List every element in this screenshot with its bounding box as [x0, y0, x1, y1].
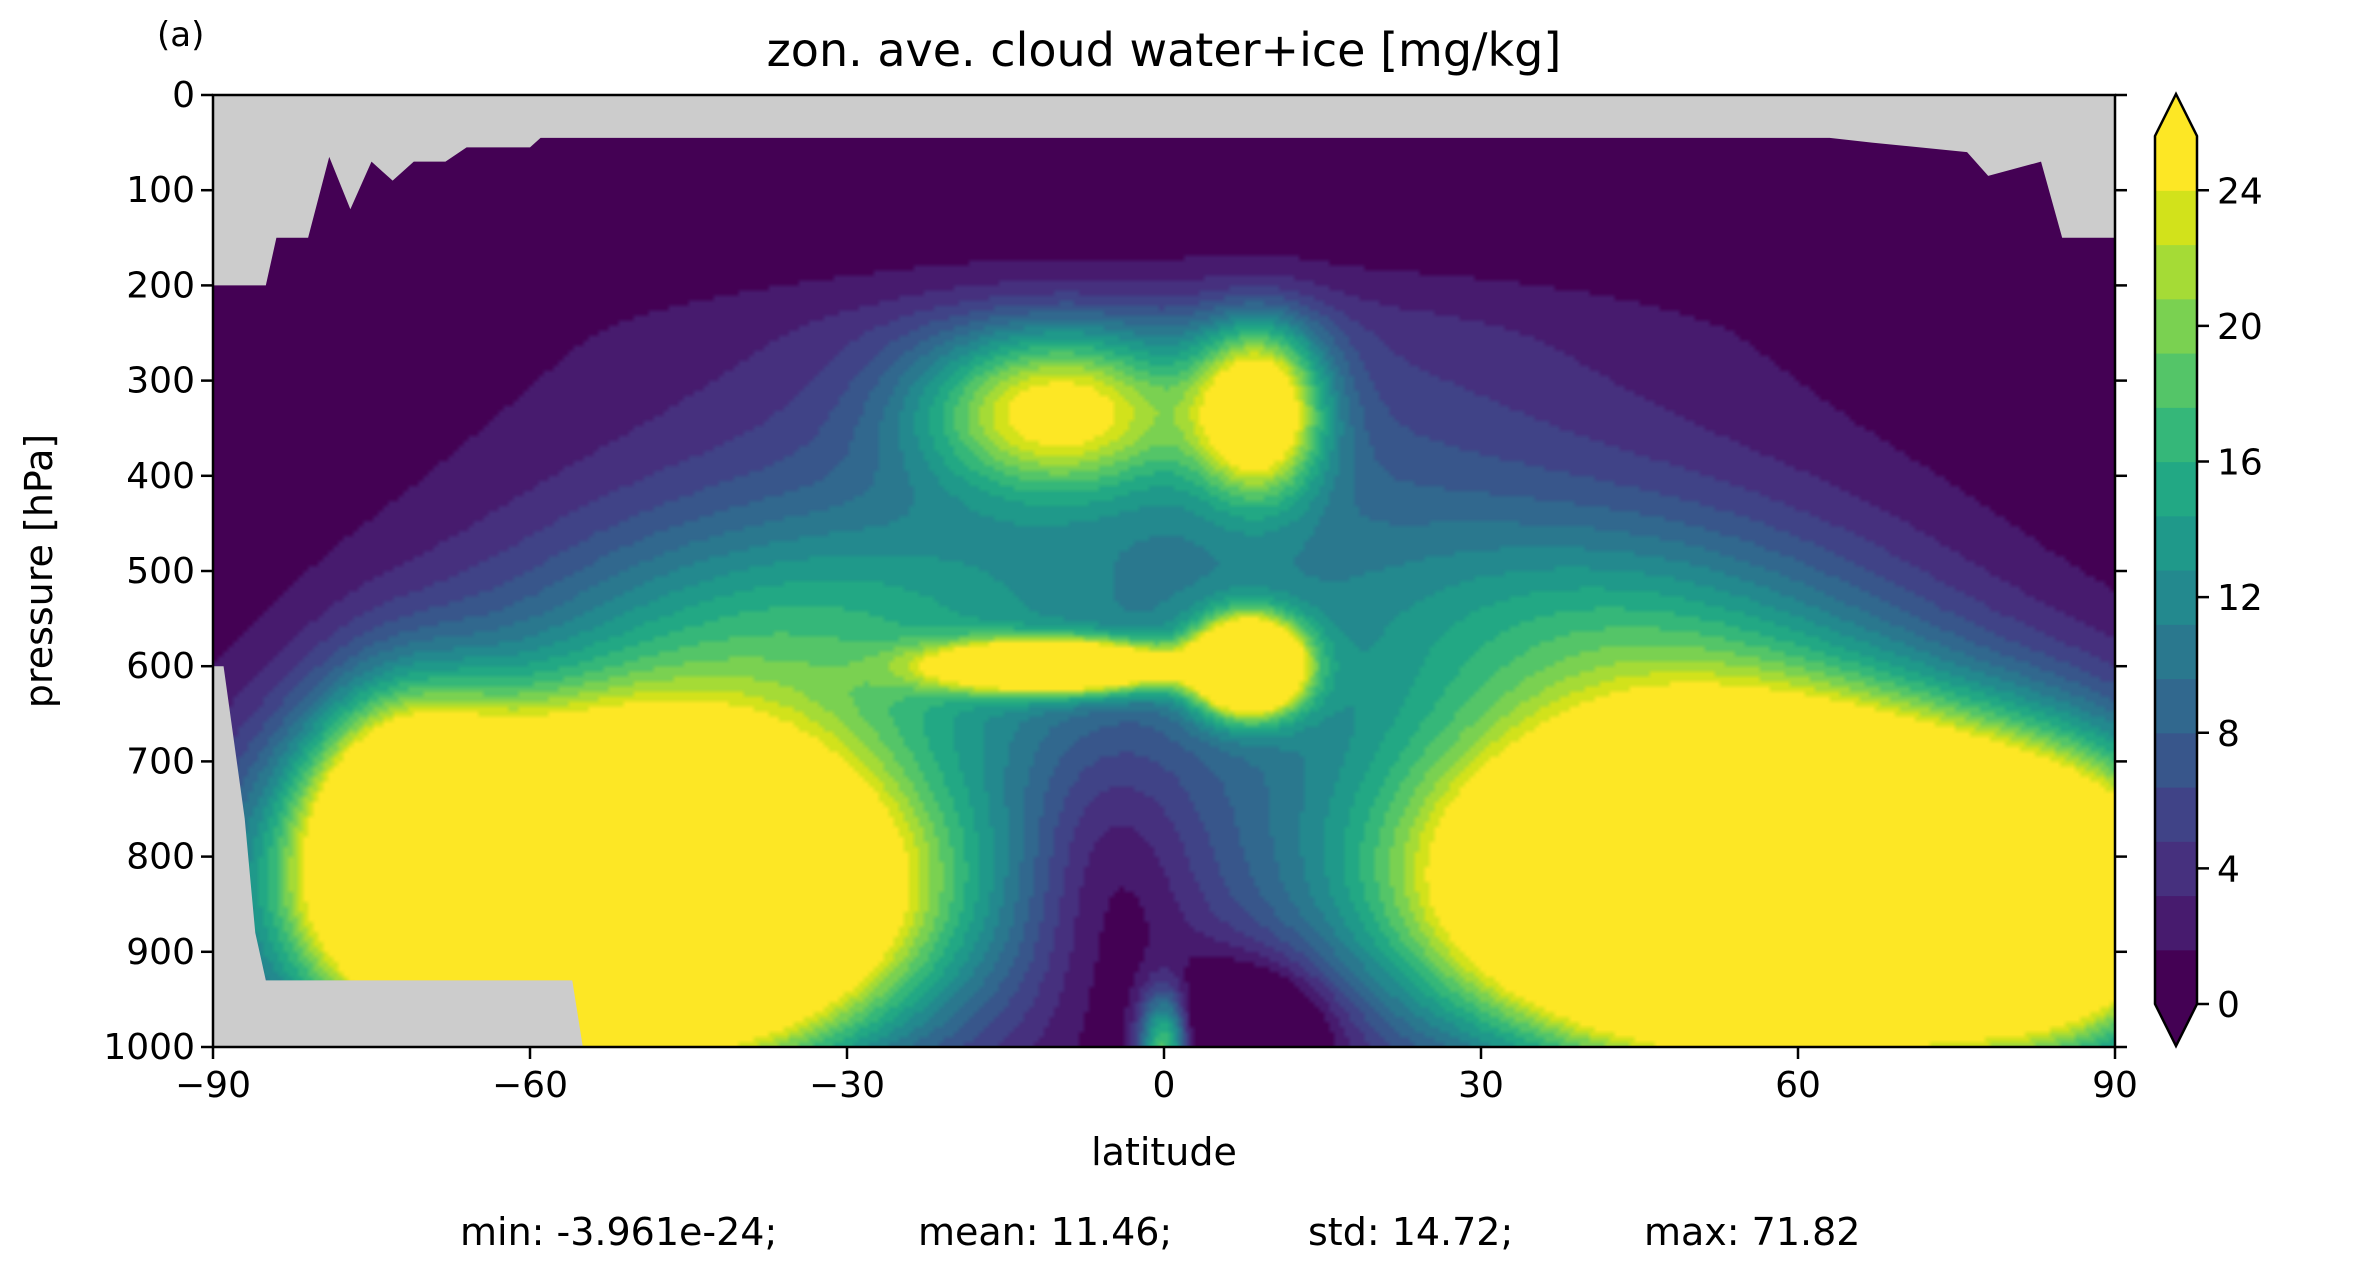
- colorbar-tick-label: 4: [2217, 849, 2240, 890]
- colorbar-extend-bottom: [2155, 1004, 2197, 1046]
- colorbar-band: [2155, 732, 2197, 788]
- y-tick-label: 200: [126, 265, 195, 306]
- y-tick-label: 800: [126, 837, 195, 878]
- colorbar-band: [2155, 841, 2197, 897]
- stat-std: std: 14.72;: [1308, 1210, 1513, 1254]
- missing-region-antarctica: [213, 666, 583, 1047]
- x-tick-label: 0: [1153, 1065, 1176, 1106]
- colorbar-band: [2155, 949, 2197, 1005]
- y-tick-label: 900: [126, 932, 195, 973]
- stat-mean: mean: 11.46;: [918, 1210, 1172, 1254]
- colorbar-band: [2155, 461, 2197, 517]
- x-tick-label: 30: [1458, 1065, 1504, 1106]
- x-tick-label: −60: [492, 1065, 568, 1106]
- x-tick-label: 90: [2092, 1065, 2138, 1106]
- colorbar-band: [2155, 190, 2197, 246]
- colorbar-band: [2155, 624, 2197, 680]
- colorbar-tick-label: 0: [2217, 985, 2240, 1026]
- colorbar-band: [2155, 787, 2197, 842]
- x-axis-label: latitude: [1091, 1130, 1237, 1174]
- colorbar: 0 4 8 12 16 20 24: [2153, 91, 2263, 1049]
- y-axis: 0 100 200 300 400 500 600 700 800 900 1000: [103, 75, 2127, 1068]
- colorbar-band: [2155, 407, 2197, 463]
- x-axis: −90 −60 −30 0 30 60 90: [175, 1047, 2138, 1106]
- colorbar-tick-label: 20: [2217, 307, 2263, 348]
- missing-data-mask: [213, 95, 2115, 1047]
- y-axis-label: pressure [hPa]: [17, 434, 61, 708]
- missing-region-top: [213, 95, 2115, 286]
- colorbar-tick-label: 16: [2217, 443, 2263, 484]
- plot-area: [211, 93, 2117, 1049]
- colorbar-band: [2155, 353, 2197, 408]
- colorbar-band: [2155, 895, 2197, 951]
- x-tick-label: 60: [1775, 1065, 1821, 1106]
- stat-max: max: 71.82: [1644, 1210, 1860, 1254]
- y-tick-label: 400: [126, 456, 195, 497]
- y-tick-label: 1000: [103, 1027, 195, 1068]
- colorbar-band: [2155, 136, 2197, 191]
- contour-field: [213, 95, 2115, 1047]
- stat-min: min: -3.961e-24;: [460, 1210, 777, 1254]
- colorbar-tick-label: 8: [2217, 714, 2240, 755]
- x-tick-label: −30: [809, 1065, 885, 1106]
- y-tick-label: 600: [126, 646, 195, 687]
- statistics-line: min: -3.961e-24; mean: 11.46; std: 14.72…: [460, 1210, 1860, 1254]
- colorbar-band: [2155, 244, 2197, 300]
- colorbar-band: [2155, 515, 2197, 571]
- colorbar-band: [2155, 298, 2197, 354]
- contour-fill-image: [213, 95, 2115, 1047]
- y-tick-label: 300: [126, 361, 195, 402]
- panel-label: (a): [157, 15, 204, 55]
- x-tick-label: −90: [175, 1065, 251, 1106]
- colorbar-tick-label: 12: [2217, 578, 2263, 619]
- colorbar-band: [2155, 570, 2197, 625]
- colorbar-extend-top: [2155, 94, 2197, 136]
- y-tick-label: 500: [126, 551, 195, 592]
- y-tick-label: 700: [126, 741, 195, 782]
- y-tick-label: 0: [172, 75, 195, 116]
- chart-title: zon. ave. cloud water+ice [mg/kg]: [767, 23, 1562, 77]
- y-tick-label: 100: [126, 170, 195, 211]
- colorbar-tick-label: 24: [2217, 171, 2263, 212]
- colorbar-band: [2155, 678, 2197, 734]
